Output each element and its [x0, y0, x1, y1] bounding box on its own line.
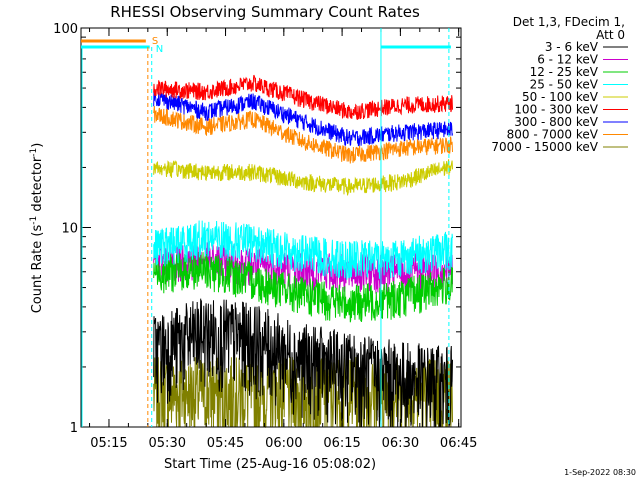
saa-flag-label: S [152, 36, 158, 47]
series-line [153, 298, 453, 428]
night-flag-label: N [156, 44, 163, 55]
x-tick-label: 06:30 [382, 436, 419, 451]
series-line [153, 220, 453, 280]
y-tick-label: 10 [61, 222, 78, 237]
legend-entry-label: 25 - 50 keV [530, 78, 599, 92]
legend-header-line-1: Det 1,3, FDecim 1, [513, 15, 625, 29]
plot-data-layer [153, 74, 453, 429]
attenuator-flags: SN [81, 28, 451, 427]
legend-entry-label: 50 - 100 keV [522, 90, 599, 104]
x-tick-label: 06:45 [440, 436, 477, 451]
x-tick-label: 06:15 [323, 436, 360, 451]
x-tick-label: 05:15 [90, 436, 127, 451]
y-tick-label: 100 [53, 22, 78, 37]
y-tick-label: 1 [70, 421, 78, 436]
x-tick-label: 06:00 [265, 436, 302, 451]
series-line [153, 74, 453, 120]
legend-entry-label: 800 - 7000 keV [507, 128, 599, 142]
series-line [153, 251, 453, 323]
series-line [153, 91, 453, 147]
y-axis: 1 10 100 [53, 22, 461, 436]
legend-entry-label: 300 - 800 keV [514, 115, 598, 129]
legend-entry-label: 3 - 6 keV [545, 40, 599, 54]
legend-entry-label: 7000 - 15000 keV [491, 140, 598, 154]
series-line [153, 159, 453, 196]
legend-entry-label: 12 - 25 keV [530, 65, 599, 79]
x-axis: 05:15 05:30 05:45 06:00 06:15 06:30 06:45 [89, 28, 477, 451]
legend-header-line-2: Att 0 [596, 28, 625, 42]
x-tick-label: 05:45 [207, 436, 244, 451]
footer-date: 1-Sep-2022 08:30 [564, 468, 636, 477]
y-axis-label: Count Rate (s-1 detector-1) [29, 143, 45, 314]
chart-title: RHESSI Observing Summary Count Rates [110, 3, 420, 21]
legend-entry-label: 6 - 12 keV [537, 53, 599, 67]
x-axis-label: Start Time (25-Aug-16 05:08:02) [164, 457, 376, 472]
x-tick-label: 05:30 [149, 436, 186, 451]
legend-entry-label: 100 - 300 keV [514, 103, 598, 117]
series-line [153, 106, 453, 164]
